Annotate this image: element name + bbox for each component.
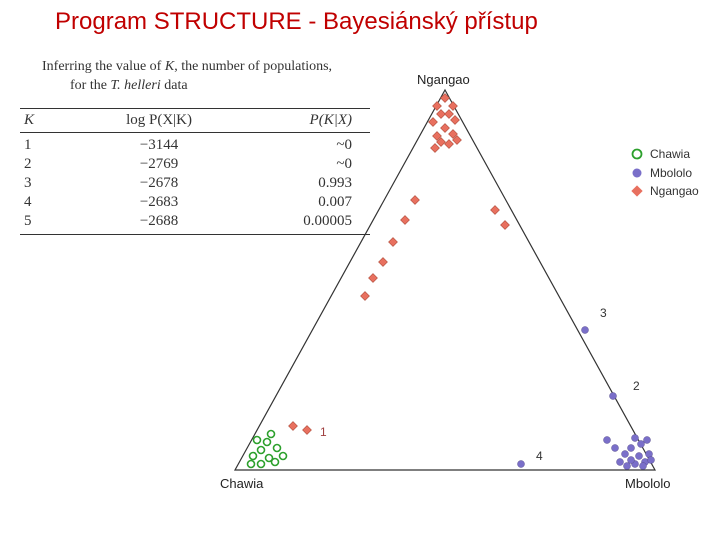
legend-marker-ngangao (630, 184, 644, 198)
svg-text:2: 2 (633, 379, 640, 393)
cell-k: 2 (20, 156, 92, 173)
vertex-label-right: Mbololo (625, 476, 671, 491)
legend-marker-chawia (630, 147, 644, 161)
svg-text:4: 4 (536, 449, 543, 463)
cell-k: 5 (20, 213, 92, 230)
table-title-k: K (165, 59, 174, 74)
svg-text:1: 1 (320, 425, 327, 439)
cell-k: 4 (20, 194, 92, 211)
legend-item: Chawia (630, 145, 699, 164)
ternary-plot: 1 2 3 4 (205, 70, 685, 500)
page-title: Program STRUCTURE - Bayesiánský přístup (55, 8, 538, 36)
legend-label: Mbololo (650, 164, 692, 183)
table-title-it: T. helleri (110, 78, 160, 93)
legend-item: Mbololo (630, 164, 699, 183)
cell-k: 3 (20, 175, 92, 192)
legend: Chawia Mbololo Ngangao (630, 145, 699, 201)
table-title-seg3: for the (70, 78, 110, 93)
svg-text:3: 3 (600, 306, 607, 320)
legend-marker-mbololo (630, 166, 644, 180)
legend-label: Chawia (650, 145, 690, 164)
cell-k: 1 (20, 137, 92, 154)
legend-item: Ngangao (630, 182, 699, 201)
legend-label: Ngangao (650, 182, 699, 201)
table-title-seg1: Inferring the value of (42, 59, 165, 74)
vertex-label-top: Ngangao (417, 72, 470, 87)
vertex-label-left: Chawia (220, 476, 263, 491)
table-title-seg4: data (161, 78, 188, 93)
th-k: K (20, 112, 92, 129)
